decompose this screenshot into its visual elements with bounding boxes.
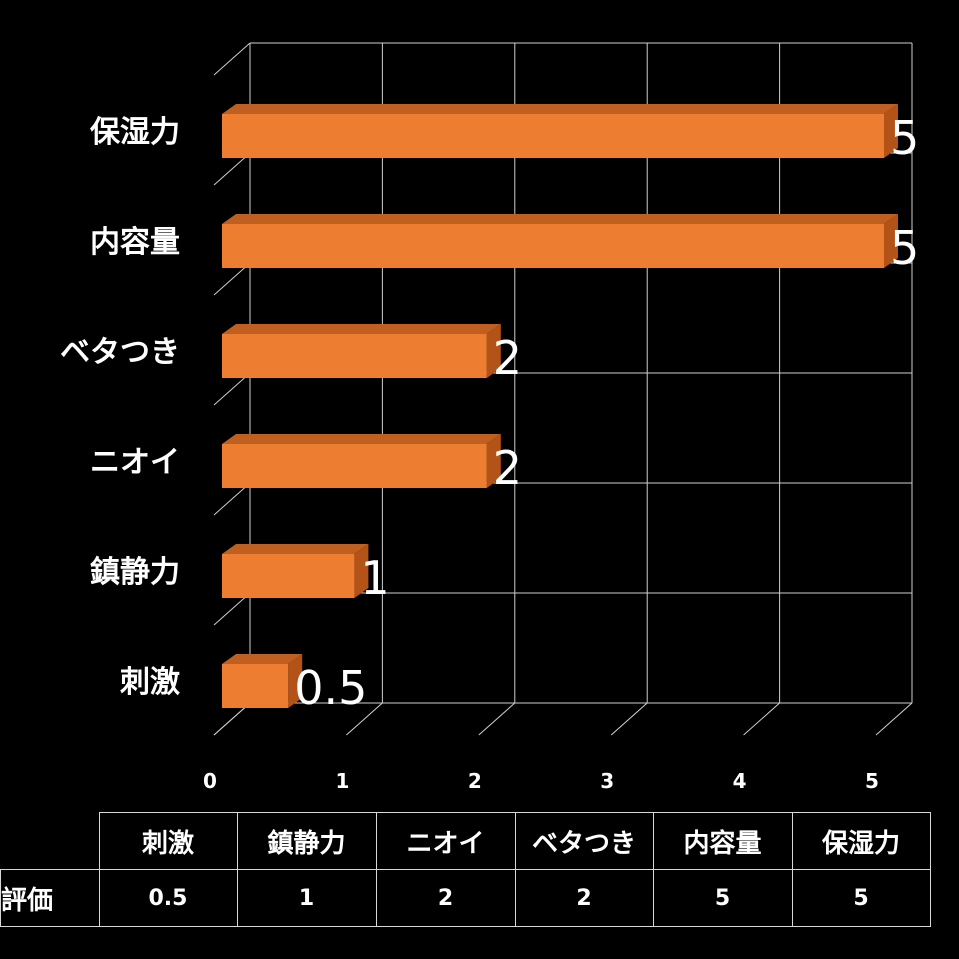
bar-side [486, 434, 501, 488]
category-label: ベタつき [60, 335, 180, 370]
grid-line-wall [213, 262, 251, 296]
bar [222, 214, 898, 268]
category-label: ニオイ [90, 445, 180, 480]
category-label: 内容量 [90, 225, 180, 260]
data-labels: 0.5 1 2 2 5 5 [294, 111, 919, 715]
grid-line-floor [346, 702, 383, 736]
data-table: 刺激 鎮静力 ニオイ ベタつき 内容量 保湿力 評価 0.5 1 2 2 5 5 [0, 812, 931, 927]
bar-top [222, 544, 369, 554]
grid-line-wall [213, 152, 251, 186]
data-table-header: ベタつき [514, 812, 654, 870]
bar-top [222, 654, 303, 664]
bar [222, 104, 898, 158]
data-table-value-row: 評価 0.5 1 2 2 5 5 [0, 869, 931, 927]
data-label: 1 [360, 551, 389, 605]
bar-top [222, 214, 898, 224]
data-table-header: 刺激 [98, 812, 238, 870]
bar [222, 434, 501, 488]
data-table-corner [1, 813, 100, 870]
data-label: 5 [890, 221, 919, 275]
x-tick-label: 3 [600, 769, 614, 793]
bar-side [288, 654, 303, 708]
bar-side [354, 544, 369, 598]
data-table-cell: 2 [375, 869, 516, 927]
bar [222, 544, 369, 598]
data-label: 2 [493, 331, 522, 385]
grid-line-wall [213, 592, 251, 626]
data-table-header: ニオイ [375, 812, 516, 870]
x-tick-label: 1 [335, 769, 349, 793]
bar-front [222, 664, 289, 708]
bar-front [222, 114, 884, 158]
grid-line-floor [875, 702, 913, 736]
bar-side [884, 104, 898, 158]
bar-side [884, 214, 898, 268]
bar-front [222, 444, 487, 488]
x-tick-label: 5 [865, 769, 879, 793]
x-tick-labels: 0 1 2 3 4 5 [203, 769, 879, 793]
bar-front [222, 224, 884, 268]
data-table-cell: 0.5 [98, 869, 238, 927]
bar-top [222, 324, 501, 334]
data-table-header: 内容量 [652, 812, 793, 870]
grid-line-wall [213, 372, 251, 406]
x-tick-label: 2 [468, 769, 482, 793]
x-tick-label: 0 [203, 769, 217, 793]
grid-line-floor [743, 702, 780, 736]
grid-line-floor [478, 702, 516, 736]
data-table-header-row: 刺激 鎮静力 ニオイ ベタつき 内容量 保湿力 [1, 812, 931, 870]
bar-top [222, 434, 501, 444]
bar [222, 324, 501, 378]
bar-side [486, 324, 501, 378]
grid-line-wall [213, 42, 251, 76]
grid-line-floor [610, 702, 648, 736]
category-label: 鎮静力 [90, 555, 180, 590]
chart-bars [222, 104, 898, 708]
bar-top [222, 104, 898, 114]
data-label: 2 [493, 441, 522, 495]
data-table-header: 保湿力 [791, 812, 931, 870]
bar-front [222, 334, 487, 378]
grid-line-wall [213, 482, 251, 516]
data-label: 0.5 [294, 661, 367, 715]
bar-front [222, 554, 355, 598]
data-table-cell: 1 [236, 869, 377, 927]
data-table-cell: 5 [791, 869, 931, 927]
data-label: 5 [890, 111, 919, 165]
data-table-cell: 5 [652, 869, 793, 927]
data-table-header: 鎮静力 [236, 812, 377, 870]
bar-chart: 刺激 鎮静力 ニオイ ベタつき 内容量 保湿力 0 1 2 3 4 5 0.5 1 2 2 5 5 [60, 42, 919, 793]
category-labels: 刺激 鎮静力 ニオイ ベタつき 内容量 保湿力 [60, 115, 180, 700]
bar [222, 654, 303, 708]
data-table-cell: 2 [514, 869, 654, 927]
category-label: 刺激 [120, 665, 180, 700]
category-label: 保湿力 [90, 115, 180, 150]
data-table-row-label: 評価 [0, 869, 100, 927]
grid-line-wall [213, 702, 251, 736]
x-tick-label: 4 [733, 769, 747, 793]
